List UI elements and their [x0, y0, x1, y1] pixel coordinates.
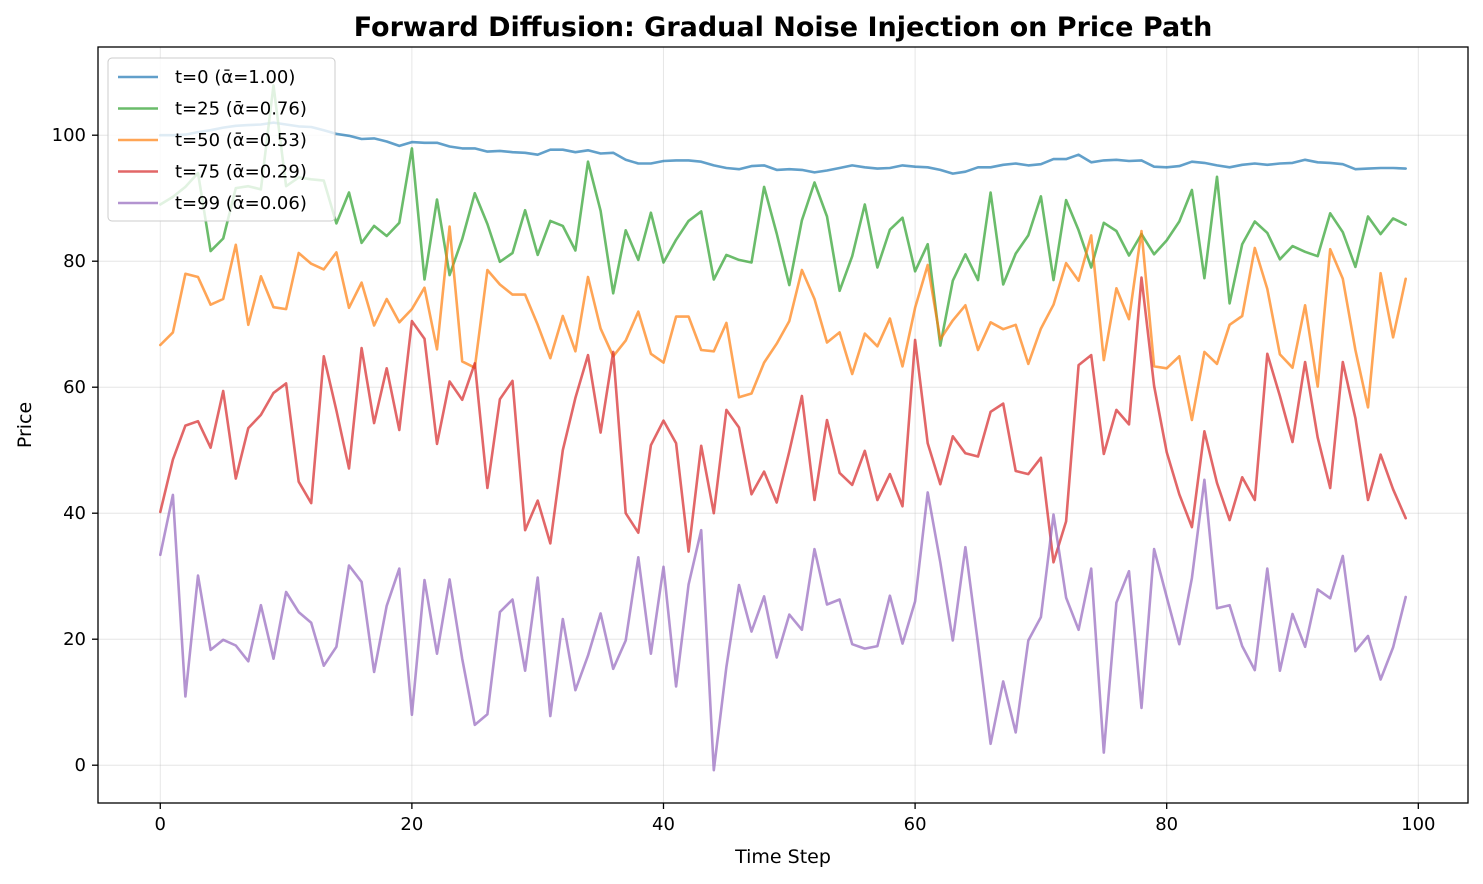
legend-label: t=0 (ᾱ=1.00) — [175, 67, 295, 88]
x-axis-label: Time Step — [734, 846, 831, 868]
y-tick-label: 40 — [63, 503, 86, 524]
x-tick-label: 100 — [1401, 814, 1435, 835]
plot-frame — [97, 46, 1469, 804]
legend-label: t=25 (ᾱ=0.76) — [175, 99, 307, 120]
series-line-0 — [159, 121, 1407, 175]
series-line-4 — [159, 478, 1407, 772]
x-tick-label: 60 — [904, 814, 927, 835]
series-2 — [159, 225, 1407, 422]
x-tick-label: 40 — [652, 814, 675, 835]
series-line-2 — [159, 225, 1407, 422]
legend-box — [107, 57, 336, 222]
chart-title: Forward Diffusion: Gradual Noise Injecti… — [354, 12, 1213, 43]
y-tick-label: 0 — [75, 755, 86, 776]
series-4 — [159, 478, 1407, 772]
series-3 — [159, 276, 1407, 564]
y-axis-label: Price — [14, 402, 36, 448]
x-tick-label: 0 — [155, 814, 166, 835]
x-tick-label: 20 — [400, 814, 423, 835]
series-line-3 — [159, 276, 1407, 564]
series-0 — [159, 121, 1407, 175]
x-tick-label: 80 — [1155, 814, 1178, 835]
y-tick-label: 20 — [63, 629, 86, 650]
legend-label: t=75 (ᾱ=0.29) — [175, 162, 307, 183]
legend: t=0 (ᾱ=1.00) t=25 (ᾱ=0.76) t=50 (ᾱ=0.53) t=… — [107, 57, 336, 222]
y-tick-label: 60 — [63, 377, 86, 398]
series-lines — [159, 84, 1407, 772]
x-axis-ticks: 0 20 40 60 80 100 — [155, 803, 1435, 835]
legend-label: t=50 (ᾱ=0.53) — [175, 130, 307, 151]
series-1 — [159, 84, 1407, 347]
y-axis-ticks: 0 20 40 60 80 100 — [52, 125, 98, 776]
y-tick-label: 100 — [52, 125, 86, 146]
legend-label: t=99 (ᾱ=0.06) — [175, 193, 307, 214]
series-line-1 — [159, 84, 1407, 347]
y-tick-label: 80 — [63, 251, 86, 272]
